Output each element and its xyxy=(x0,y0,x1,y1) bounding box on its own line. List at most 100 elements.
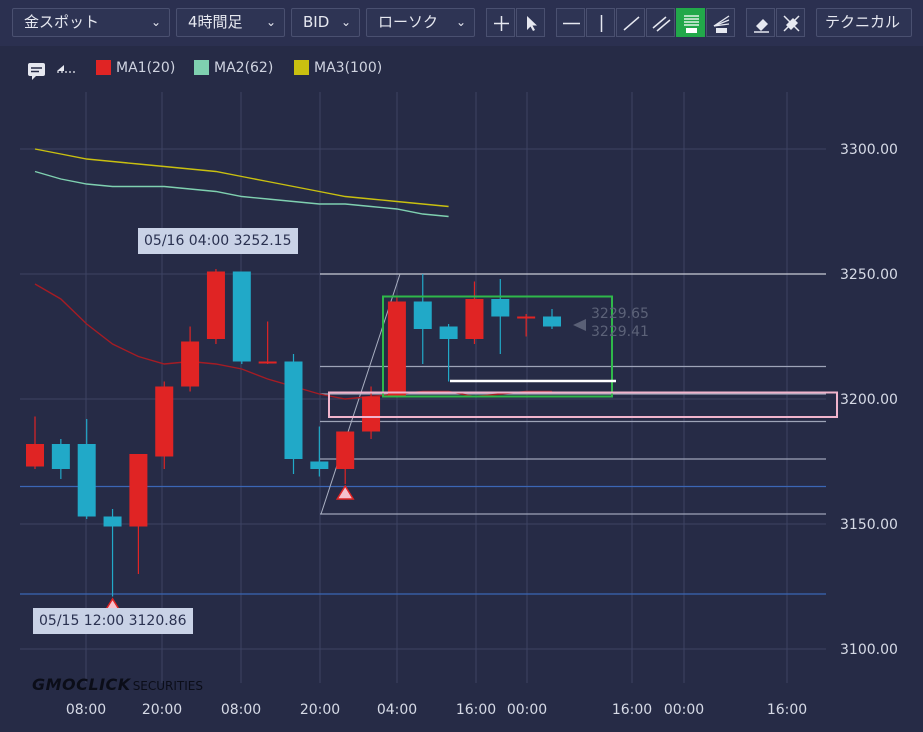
candle-down xyxy=(103,509,122,597)
timeframe-dropdown[interactable]: 4時間足 ⌄ xyxy=(176,8,285,37)
crosshair-button[interactable] xyxy=(486,8,515,37)
candle-down xyxy=(439,324,458,382)
ask-price-label: 3229.65 xyxy=(591,306,649,322)
ma2-line xyxy=(34,170,449,218)
technical-button[interactable]: テクニカル xyxy=(816,8,912,37)
legend-ma2-swatch xyxy=(194,60,209,75)
last-price-marker: 3229.65 3229.41 xyxy=(573,306,649,340)
candle-body xyxy=(310,461,329,469)
collapse-legend-icon[interactable] xyxy=(54,60,78,86)
candle-body xyxy=(362,396,381,432)
pointer-icon xyxy=(527,16,537,31)
drawing-levels xyxy=(20,273,826,595)
comment-icon[interactable] xyxy=(26,60,48,86)
time-tick-label: 04:00 xyxy=(377,702,417,718)
legend-ma3-swatch xyxy=(294,60,309,75)
parallel-lines-icon xyxy=(652,16,671,32)
horizontal-line-icon xyxy=(563,22,580,25)
candle-body xyxy=(181,341,200,387)
technical-label: テクニカル xyxy=(825,13,901,31)
price-tick-label: 3100.00 xyxy=(840,642,898,658)
pink-zone xyxy=(328,391,838,418)
time-axis: 08:00 20:00 08:00 20:00 04:00 16:00 00:00 16:00… xyxy=(66,702,807,718)
erase-all-icon xyxy=(783,15,800,32)
candle-body xyxy=(129,454,148,527)
time-tick-label: 16:00 xyxy=(767,702,807,718)
green-box xyxy=(382,295,613,398)
candle-body xyxy=(77,444,96,517)
legend-ma1-label: MA1(20) xyxy=(116,60,176,76)
candle-down xyxy=(77,419,96,519)
time-tick-label: 08:00 xyxy=(221,702,261,718)
time-tick-label: 16:00 xyxy=(612,702,652,718)
price-tick-label: 3300.00 xyxy=(840,142,898,158)
vertical-line-button[interactable] xyxy=(586,8,615,37)
parallel-line-button[interactable] xyxy=(646,8,675,37)
erase-all-button[interactable] xyxy=(776,8,805,37)
legend-ma3: MA3(100) xyxy=(294,58,382,78)
low-marker-arrow xyxy=(335,484,355,500)
candle-up xyxy=(129,454,148,574)
candle-up xyxy=(258,321,277,364)
price-tick-label: 3150.00 xyxy=(840,517,898,533)
trend-line-button[interactable] xyxy=(616,8,645,37)
legend-ma1: MA1(20) xyxy=(96,58,175,78)
symbol-label: 金スポット xyxy=(24,13,100,31)
symbol-dropdown[interactable]: 金スポット ⌄ xyxy=(12,8,170,37)
candle-body xyxy=(491,299,510,317)
candle-up xyxy=(362,386,381,439)
fibonacci-retracement-icon xyxy=(684,15,699,33)
candle-down xyxy=(232,271,251,364)
broker-logo: GMOCLICK SECURITIES xyxy=(32,675,203,695)
trend-line-icon xyxy=(623,16,640,31)
price-type-dropdown[interactable]: BID ⌄ xyxy=(291,8,360,37)
low-price-tooltip: 05/15 12:00 3120.86 xyxy=(33,608,193,634)
toolbar: 金スポット ⌄ 4時間足 ⌄ BID ⌄ ローソク ⌄ テク xyxy=(0,0,923,46)
candle-body xyxy=(155,386,174,457)
candle-up xyxy=(181,326,200,392)
price-type-label: BID xyxy=(303,13,330,31)
logo-main: GMOCLICK xyxy=(32,675,131,694)
drawing-overlays: 3229.65 3229.41 xyxy=(103,295,838,613)
last-price-arrow-icon xyxy=(573,319,586,331)
high-price-tooltip: 05/16 04:00 3252.15 xyxy=(138,228,298,254)
candle-body xyxy=(103,516,122,527)
candle-body xyxy=(284,361,303,459)
bid-price-label: 3229.41 xyxy=(591,324,649,340)
legend-ma3-label: MA3(100) xyxy=(314,60,383,76)
pointer-button[interactable] xyxy=(516,8,545,37)
candle-down xyxy=(543,309,561,329)
candle-down xyxy=(284,354,303,474)
fibonacci-retracement-button[interactable] xyxy=(676,8,705,37)
candle-up xyxy=(206,269,225,344)
chevron-down-icon: ⌄ xyxy=(455,15,466,29)
candle-body xyxy=(258,361,277,364)
ma3-line xyxy=(34,148,449,208)
candle-body xyxy=(26,444,44,467)
candle-down xyxy=(310,426,329,477)
fibonacci-fan-button[interactable] xyxy=(706,8,735,37)
erase-button[interactable] xyxy=(746,8,775,37)
chevron-down-icon: ⌄ xyxy=(265,15,276,29)
candle-body xyxy=(543,316,561,327)
horizontal-line-button[interactable] xyxy=(556,8,585,37)
trend-line xyxy=(320,273,401,515)
grid xyxy=(20,92,826,683)
price-tick-label: 3250.00 xyxy=(840,267,898,283)
candle-down xyxy=(491,279,510,354)
fibonacci-fan-icon xyxy=(713,15,730,33)
candle-up xyxy=(155,381,174,469)
time-tick-label: 00:00 xyxy=(664,702,704,718)
candle-body xyxy=(336,431,355,469)
chart-style-dropdown[interactable]: ローソク ⌄ xyxy=(366,8,475,37)
crosshair-icon xyxy=(494,16,509,31)
price-axis: 3300.00 3250.00 3200.00 3150.00 3100.00 xyxy=(840,142,898,658)
time-tick-label: 08:00 xyxy=(66,702,106,718)
vertical-line-icon xyxy=(600,15,603,32)
chevron-down-icon: ⌄ xyxy=(150,15,161,29)
time-tick-label: 16:00 xyxy=(456,702,496,718)
logo-sub: SECURITIES xyxy=(132,679,203,693)
candle-body xyxy=(439,326,458,339)
eraser-icon xyxy=(754,19,769,33)
